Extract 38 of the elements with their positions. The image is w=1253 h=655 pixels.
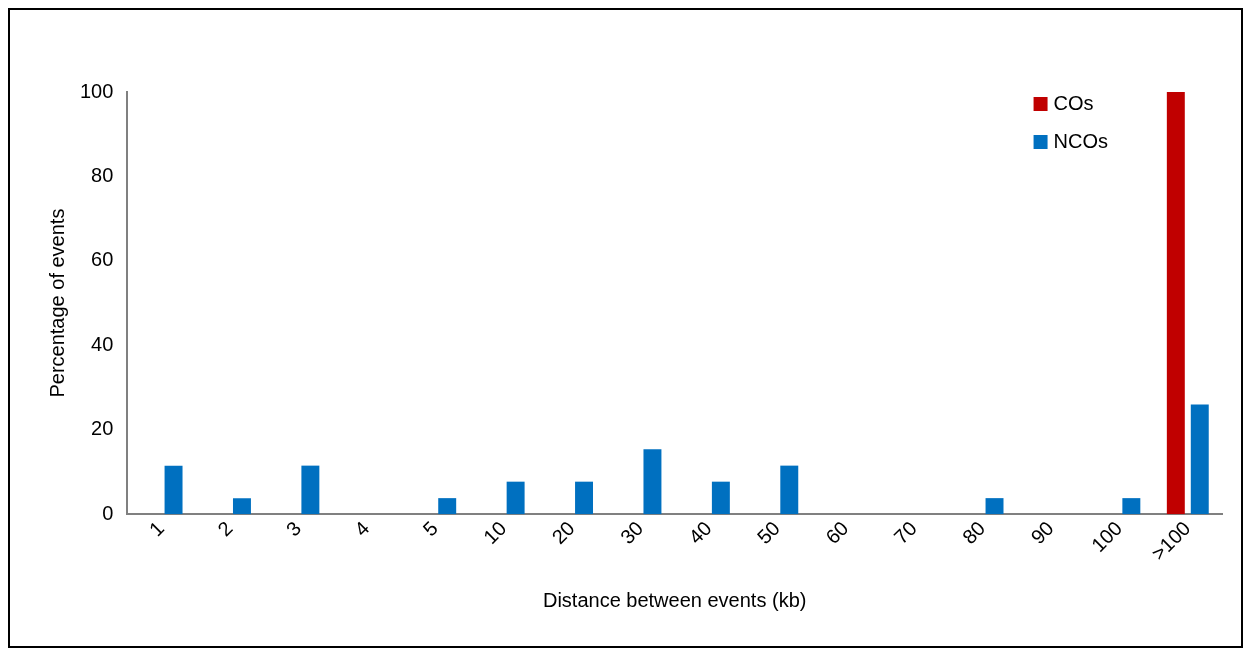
bar xyxy=(711,481,730,515)
x-tick-label: 10 xyxy=(479,516,511,549)
bar xyxy=(232,498,251,515)
y-tick-label: 20 xyxy=(91,417,114,440)
x-axis-title: Distance between events (kb) xyxy=(542,588,807,611)
bar xyxy=(438,498,457,515)
bar xyxy=(1190,404,1209,515)
x-tick-label: 1 xyxy=(144,516,169,541)
bar xyxy=(985,498,1004,515)
x-tick-label: 100 xyxy=(1086,516,1127,556)
y-tick-label: 40 xyxy=(91,332,114,355)
y-tick-label: 80 xyxy=(91,163,114,186)
x-tick-label: 90 xyxy=(1026,516,1058,549)
bar xyxy=(164,465,183,515)
x-tick-label: 80 xyxy=(957,516,990,549)
x-tick-label: 4 xyxy=(350,516,374,541)
x-tick-label: 70 xyxy=(889,516,921,549)
y-tick-label: 0 xyxy=(102,501,114,524)
bar xyxy=(780,465,799,515)
x-tick-label: 20 xyxy=(547,516,579,549)
legend-label: COs xyxy=(1053,91,1094,114)
bar xyxy=(575,481,594,515)
y-axis-title: Percentage of events xyxy=(45,208,68,398)
x-tick-label: 3 xyxy=(281,516,306,541)
bar xyxy=(1166,92,1185,515)
bar xyxy=(643,449,662,515)
bar xyxy=(506,481,525,515)
bar xyxy=(301,465,320,515)
y-tick-label: 100 xyxy=(79,79,114,102)
x-tick-label: 50 xyxy=(752,516,785,549)
x-tick-label: 30 xyxy=(615,516,648,549)
x-tick-label: 5 xyxy=(418,516,442,541)
bar xyxy=(1122,498,1141,515)
legend-label: NCOs xyxy=(1053,129,1109,152)
y-tick-label: 60 xyxy=(91,248,114,271)
x-tick-label: 2 xyxy=(213,516,237,541)
x-tick-label: 60 xyxy=(821,516,853,549)
x-tick-label: 40 xyxy=(684,516,716,549)
